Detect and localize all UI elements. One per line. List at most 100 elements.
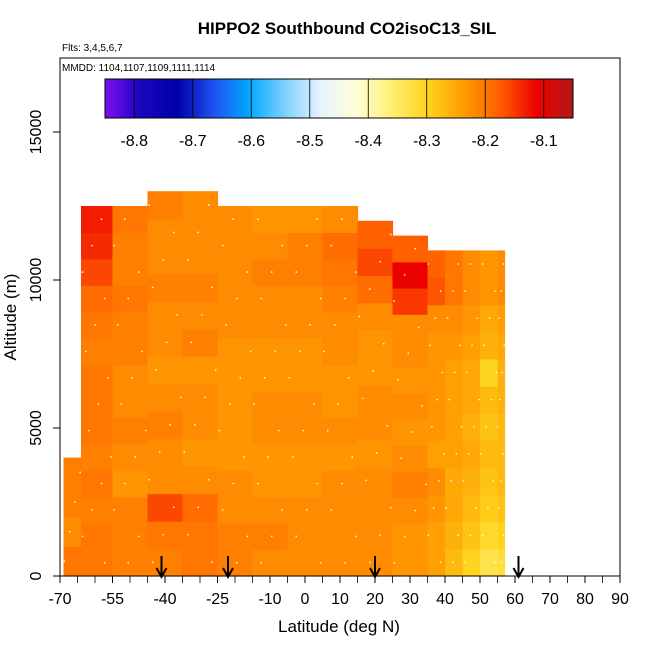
heatmap-cell xyxy=(112,417,149,445)
heatmap-cell xyxy=(81,391,114,419)
heatmap-cell xyxy=(81,206,114,234)
heatmap-cell xyxy=(480,331,499,360)
sample-dot xyxy=(284,324,287,326)
heatmap-cell xyxy=(287,232,324,260)
sample-dot xyxy=(424,483,427,486)
colorbar-swatch xyxy=(516,79,521,118)
sample-dot xyxy=(451,290,454,292)
heatmap-cell xyxy=(427,521,446,550)
colorbar-swatch xyxy=(365,79,370,118)
sample-dot xyxy=(183,451,186,454)
sample-dot xyxy=(361,397,364,400)
heatmap-cell xyxy=(392,340,429,368)
chart-title: HIPPO2 Southbound CO2isoC13_SIL xyxy=(198,19,496,38)
heatmap-cell xyxy=(63,516,82,547)
x-tick-label: 20 xyxy=(366,591,384,608)
sample-dot xyxy=(172,231,175,234)
colorbar-swatch xyxy=(492,79,497,118)
heatmap-cell xyxy=(287,338,324,366)
heatmap-cell xyxy=(497,521,506,550)
sample-dot xyxy=(97,403,100,406)
sample-dot xyxy=(186,533,189,536)
sample-dot xyxy=(458,344,461,347)
colorbar-swatch xyxy=(201,79,206,118)
heatmap-cell xyxy=(287,258,324,286)
colorbar-swatch xyxy=(228,79,233,118)
sample-dot xyxy=(472,425,475,428)
sample-dot xyxy=(403,535,406,538)
sample-dot xyxy=(246,535,249,538)
heatmap-cell xyxy=(217,549,254,577)
colorbar-swatch xyxy=(292,79,297,118)
heatmap-cell xyxy=(182,493,219,522)
colorbar-swatch xyxy=(542,79,547,118)
colorbar-swatch xyxy=(439,79,444,118)
colorbar-swatch xyxy=(569,79,574,118)
colorbar-swatch xyxy=(171,79,176,118)
heatmap-cells xyxy=(63,191,506,577)
heatmap-cell xyxy=(147,328,184,357)
sample-dot xyxy=(471,344,474,347)
colorbar-swatch xyxy=(285,79,290,118)
flight-arrow xyxy=(512,556,525,580)
colorbar-swatch xyxy=(298,79,303,118)
sample-dot xyxy=(281,244,284,247)
heatmap-cell xyxy=(147,411,184,440)
colorbar-swatch xyxy=(372,79,377,118)
heatmap-cell xyxy=(112,470,149,498)
colorbar-swatch xyxy=(198,79,203,118)
sample-dot xyxy=(81,271,84,273)
heatmap-cell xyxy=(357,521,394,550)
heatmap-cell xyxy=(445,440,464,469)
colorbar-swatch xyxy=(502,79,507,118)
x-tick-label: -40 xyxy=(153,591,176,608)
heatmap-cell xyxy=(357,439,394,468)
sample-dot xyxy=(344,561,347,564)
heatmap-cell xyxy=(252,338,289,366)
heatmap-cell xyxy=(287,496,324,524)
sample-dot xyxy=(113,509,116,511)
colorbar-swatch xyxy=(108,79,113,118)
sample-dot xyxy=(232,218,235,221)
heatmap-cell xyxy=(322,338,359,366)
heatmap-cell xyxy=(427,440,446,469)
heatmap-cell xyxy=(112,232,149,260)
colorbar-swatch xyxy=(118,79,123,118)
heatmap-cell xyxy=(217,338,254,366)
colorbar-swatch xyxy=(459,79,464,118)
sample-dot xyxy=(218,429,221,432)
heatmap-cell xyxy=(112,206,149,234)
heatmap-cell xyxy=(462,358,481,387)
heatmap-cell xyxy=(462,440,481,469)
heatmap-cell xyxy=(497,304,506,333)
sample-dot xyxy=(432,507,435,510)
heatmap-cell xyxy=(252,285,289,313)
sample-dot xyxy=(379,534,382,536)
sample-dot xyxy=(127,561,130,564)
heatmap-cell xyxy=(480,467,499,496)
heatmap-cell xyxy=(462,277,481,306)
heatmap-cell xyxy=(287,417,324,445)
colorbar-swatch xyxy=(486,79,490,118)
heatmap-cell xyxy=(252,311,289,339)
heatmap-cell xyxy=(287,285,324,313)
heatmap-cell xyxy=(217,364,254,392)
y-tick-label: 10000 xyxy=(28,258,45,303)
sample-dot xyxy=(158,451,161,454)
heatmap-cell xyxy=(252,258,289,286)
sample-dot xyxy=(476,317,479,320)
sample-dot xyxy=(100,218,103,221)
sample-dot xyxy=(490,398,493,401)
sample-dot xyxy=(256,218,259,221)
heatmap-cell xyxy=(287,391,324,419)
sample-dot xyxy=(162,259,165,261)
heatmap-cell xyxy=(392,418,429,446)
sample-dot xyxy=(499,398,501,401)
sample-dot xyxy=(253,403,256,406)
sample-dot xyxy=(483,344,486,347)
colorbar-swatch xyxy=(125,79,129,118)
heatmap-cell xyxy=(112,496,149,524)
colorbar-swatch xyxy=(332,79,337,118)
sample-dot xyxy=(91,244,93,247)
heatmap-cell xyxy=(445,467,464,496)
